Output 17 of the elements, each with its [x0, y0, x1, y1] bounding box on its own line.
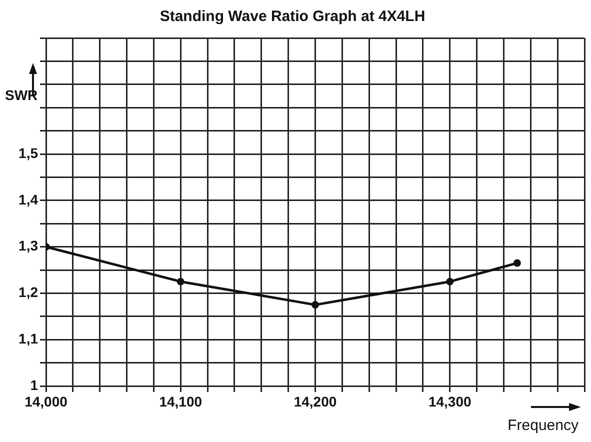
x-tick-label: 14,300 — [428, 393, 472, 410]
chart-title: Standing Wave Ratio Graph at 4X4LH — [160, 8, 426, 26]
point — [513, 259, 521, 267]
x-tick-label: 14,000 — [24, 393, 68, 410]
y-tick-label: 1 — [30, 376, 38, 393]
y-tick-label: 1,5 — [18, 144, 38, 161]
y-axis-title: SWR — [5, 86, 38, 103]
y-tick-label: 1,3 — [18, 238, 38, 254]
x-tick-label: 14,100 — [159, 393, 202, 410]
y-tick-label: 1,2 — [18, 284, 38, 300]
x-tick-label: 14,200 — [294, 393, 337, 410]
x-axis-title: Frequency — [508, 417, 579, 434]
y-tick-label: 1,1 — [18, 330, 38, 346]
point — [446, 278, 454, 286]
point — [176, 278, 184, 286]
point — [312, 301, 319, 309]
y-tick-label: 1,4 — [18, 191, 38, 208]
